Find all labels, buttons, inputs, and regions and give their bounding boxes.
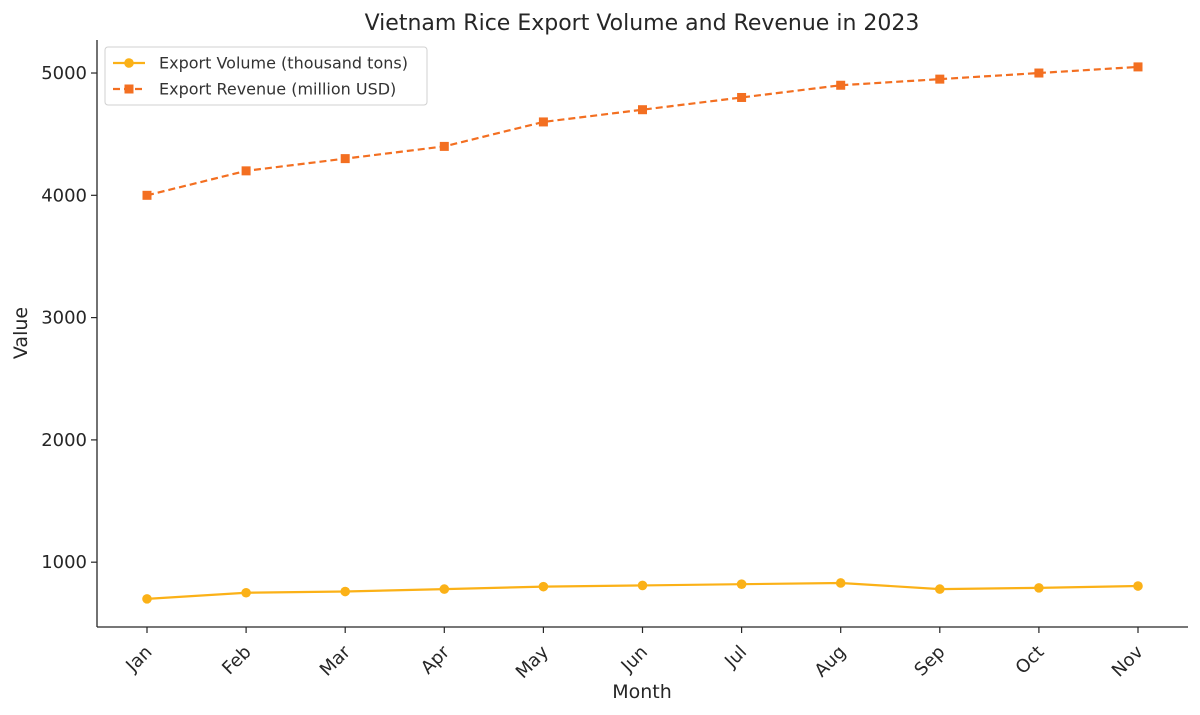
data-point [935, 584, 945, 594]
data-point [340, 586, 351, 597]
y-tick-label: 3000 [41, 308, 87, 329]
x-tick-label: May [512, 641, 553, 682]
y-tick-label: 2000 [41, 430, 87, 451]
legend-marker [124, 84, 134, 94]
data-point [638, 105, 647, 115]
legend-label: Export Volume (thousand tons) [159, 54, 408, 73]
data-point [1133, 62, 1143, 72]
x-axis-title: Month [612, 681, 672, 703]
chart-title: Vietnam Rice Export Volume and Revenue i… [365, 11, 920, 36]
x-tick-label: Jun [617, 642, 652, 677]
series-export-revenue [142, 62, 1143, 200]
series-layer [142, 62, 1143, 604]
legend-marker [124, 58, 134, 68]
data-point [1133, 581, 1143, 591]
x-tick-label: Aug [811, 642, 851, 682]
data-point [836, 80, 846, 90]
y-tick-label: 5000 [41, 63, 87, 84]
data-point [737, 92, 747, 102]
data-point [538, 581, 549, 592]
series-export-volume [142, 578, 1143, 604]
x-tick-label: Jul [720, 642, 751, 673]
data-point [1034, 68, 1044, 78]
data-point [241, 587, 251, 598]
legend: Export Volume (thousand tons) Export Reve… [104, 46, 428, 106]
data-point [835, 578, 846, 588]
series-line [146, 65, 1139, 197]
data-point [142, 594, 152, 604]
data-point [637, 580, 648, 591]
x-tick-label: Mar [316, 641, 355, 680]
data-point [439, 141, 449, 151]
data-point [241, 166, 251, 176]
data-point [142, 190, 152, 200]
x-tick-label: Feb [218, 642, 255, 679]
y-tick-label: 4000 [41, 185, 87, 206]
x-tick-label: Sep [910, 642, 949, 681]
data-point [538, 117, 548, 127]
data-point [1034, 583, 1044, 593]
data-point [736, 579, 747, 589]
x-tick-label: Oct [1012, 642, 1049, 679]
legend-label: Export Revenue (million USD) [159, 80, 396, 99]
data-point [439, 584, 450, 594]
x-tick-label: Apr [417, 641, 454, 678]
x-tick-label: Jan [121, 642, 156, 677]
y-axis-title: Value [10, 307, 32, 359]
data-point [340, 154, 350, 164]
y-tick-label: 1000 [41, 552, 87, 573]
data-point [935, 74, 945, 84]
legend-frame [104, 46, 428, 106]
x-tick-label: Nov [1108, 641, 1148, 681]
